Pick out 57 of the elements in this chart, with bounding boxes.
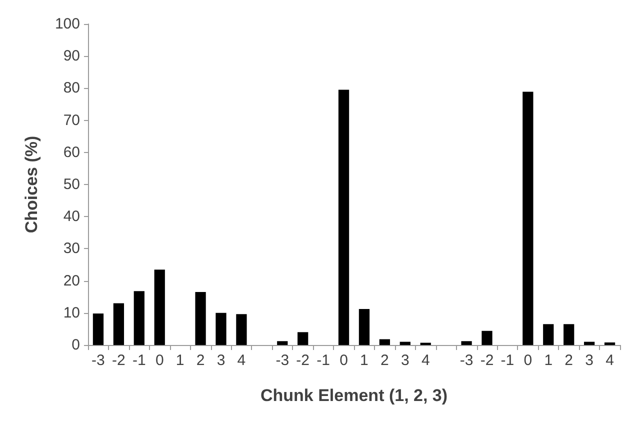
- y-tick-label: 70: [63, 112, 80, 129]
- bar: [461, 341, 472, 345]
- x-tick-label: -1: [132, 352, 146, 369]
- x-tick-label: 2: [196, 352, 205, 369]
- x-tick-label: -2: [112, 352, 126, 369]
- x-tick-label: 3: [400, 352, 410, 369]
- y-tick-label: 0: [72, 336, 80, 354]
- bar: [338, 90, 350, 345]
- x-tick-label: 4: [421, 352, 430, 369]
- x-tick-label: 0: [155, 352, 164, 369]
- x-tick-label: 2: [380, 352, 389, 369]
- bar: [298, 332, 308, 345]
- bar: [584, 342, 595, 345]
- y-tick-label: 80: [63, 80, 80, 97]
- x-tick-label: 4: [237, 352, 246, 369]
- y-tick-label: 100: [54, 16, 80, 32]
- y-tick-label: 90: [63, 48, 80, 65]
- y-tick-label: 40: [63, 208, 80, 226]
- x-axis-title: Chunk Element (1, 2, 3): [260, 386, 448, 405]
- bar: [482, 330, 492, 345]
- bar: [134, 291, 144, 345]
- bar: [195, 292, 206, 345]
- x-tick-label: 0: [340, 352, 348, 369]
- x-tick-label: -3: [460, 352, 474, 369]
- x-tick-label: -1: [316, 352, 330, 369]
- x-tick-label: 1: [544, 352, 553, 369]
- bar: [522, 92, 534, 345]
- bar: [113, 303, 124, 345]
- x-tick-label: -1: [500, 352, 514, 369]
- bar: [400, 342, 410, 345]
- bar: [379, 339, 390, 345]
- x-tick-label: -3: [92, 352, 105, 369]
- bar: [236, 314, 247, 345]
- x-tick-label: 2: [564, 352, 574, 369]
- bar: [564, 324, 574, 345]
- x-tick-label: 3: [216, 352, 226, 369]
- y-tick-label: 20: [63, 272, 80, 290]
- x-tick-label: -2: [296, 352, 310, 369]
- y-tick-label: 10: [63, 304, 80, 322]
- bar: [216, 312, 226, 345]
- bar: [543, 324, 554, 345]
- bar: [154, 270, 165, 345]
- y-tick-label: 50: [63, 176, 80, 193]
- x-tick-label: 3: [585, 352, 594, 369]
- x-tick-label: -3: [276, 352, 290, 369]
- x-tick-label: 1: [360, 352, 368, 369]
- bar: [277, 341, 288, 345]
- y-axis-title: Choices (%): [22, 136, 41, 234]
- y-tick-label: 30: [63, 240, 80, 258]
- x-tick-label: 4: [606, 352, 614, 369]
- bar: [604, 342, 616, 345]
- x-tick-label: 1: [176, 352, 184, 369]
- bar: [92, 314, 104, 345]
- y-tick-label: 60: [63, 144, 80, 161]
- x-tick-label: 0: [524, 352, 532, 369]
- x-tick-label: -2: [480, 352, 494, 369]
- bar: [358, 309, 370, 345]
